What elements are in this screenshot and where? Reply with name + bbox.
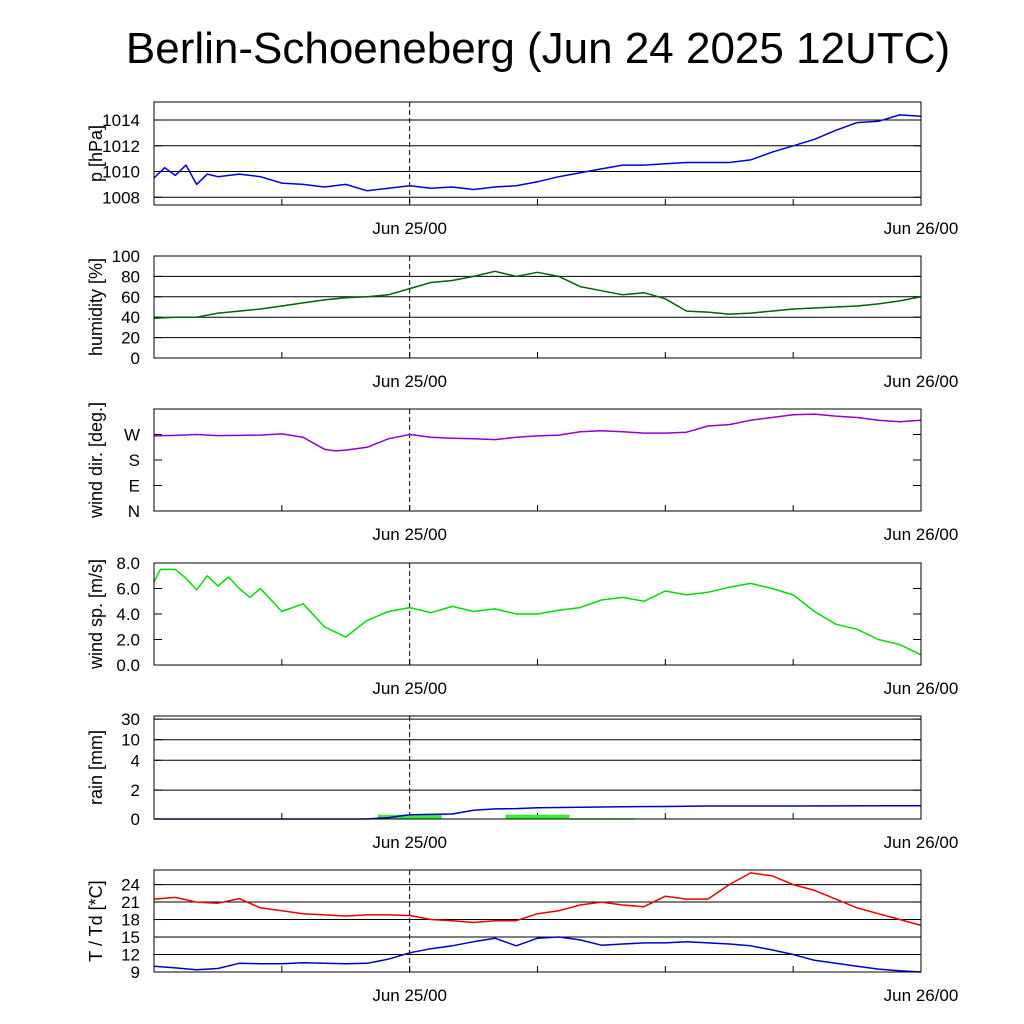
y-tick-label: 1014 (102, 111, 140, 130)
plot-frame (153, 562, 922, 666)
plot-frame (153, 869, 922, 973)
x-tick-label: Jun 25/00 (372, 372, 447, 391)
y-tick-label: 4 (131, 751, 140, 770)
plot-frame (153, 715, 922, 820)
plot-frame (153, 101, 922, 206)
x-tick-label: Jun 25/00 (372, 525, 447, 544)
x-tick-label: Jun 26/00 (884, 525, 959, 544)
y-tick-label: 10 (121, 731, 140, 750)
y-tick-label: 0 (131, 349, 140, 368)
x-tick-label: Jun 26/00 (884, 679, 959, 698)
y-tick-label: E (129, 477, 140, 496)
y-tick-label: 20 (121, 329, 140, 348)
x-tick-label: Jun 25/00 (372, 833, 447, 852)
y-tick-label: 1012 (102, 137, 140, 156)
y-axis-label: humidity [%] (86, 258, 106, 356)
y-tick-label: 12 (121, 946, 140, 965)
y-axis-label: wind dir. [deg.] (86, 402, 106, 519)
y-tick-label: 21 (121, 893, 140, 912)
y-tick-label: 2.0 (116, 631, 140, 650)
y-tick-label: 15 (121, 928, 140, 947)
rain-bar (377, 814, 442, 819)
series-line-accumulated (154, 804, 922, 820)
y-tick-label: 6.0 (116, 580, 140, 599)
x-tick-label: Jun 26/00 (884, 372, 959, 391)
y-tick-label: 9 (131, 963, 140, 982)
x-tick-label: Jun 26/00 (884, 833, 959, 852)
series-line-0 (153, 114, 922, 192)
panel-pressure: 1008 1010 1012 1014 Jun 25/00 Jun 26/00 p [hPa… (86, 101, 959, 238)
x-tick-label: Jun 26/00 (884, 219, 959, 238)
y-axis-label: rain [mm] (86, 730, 106, 805)
series-line-0 (153, 872, 922, 927)
y-tick-label: W (124, 426, 140, 445)
panel-wind-speed: 0.0 2.0 4.0 6.0 8.0 Jun 25/00 Jun 26/00 wind sp… (86, 554, 958, 698)
rain-bar (505, 814, 570, 819)
y-tick-label: 60 (121, 288, 140, 307)
plot-frame (153, 408, 922, 512)
series-line-0 (153, 568, 922, 656)
y-axis-label: p [hPa] (86, 125, 106, 182)
y-tick-label: 8.0 (116, 554, 140, 573)
x-tick-label: Jun 25/00 (372, 219, 447, 238)
series-line-1 (153, 936, 922, 973)
panel-rain: 0 2 410 30 Jun 25/00 Jun 26/00 rain [mm] (86, 710, 958, 852)
y-tick-label: 4.0 (116, 605, 140, 624)
y-tick-label: 0.0 (116, 656, 140, 675)
plot-frame (153, 255, 922, 359)
y-tick-label: 30 (121, 710, 140, 729)
y-tick-label: 18 (121, 911, 140, 930)
y-tick-label: 100 (112, 247, 140, 266)
y-tick-label: N (128, 502, 140, 521)
series-line-0 (153, 270, 922, 319)
x-tick-label: Jun 26/00 (884, 986, 959, 1005)
x-tick-label: Jun 25/00 (372, 986, 447, 1005)
series-line-0 (153, 413, 922, 452)
y-tick-label: 1008 (102, 188, 140, 207)
y-tick-label: 2 (131, 781, 140, 800)
x-tick-label: Jun 25/00 (372, 679, 447, 698)
y-tick-label: S (129, 451, 140, 470)
y-tick-label: 1010 (102, 163, 140, 182)
chart-title: Berlin-Schoeneberg (Jun 24 2025 12UTC) (125, 24, 951, 73)
y-axis-label: wind sp. [m/s] (86, 559, 106, 670)
y-tick-label: 24 (121, 876, 140, 895)
y-tick-label: 40 (121, 308, 140, 327)
y-tick-label: 80 (121, 267, 140, 286)
y-axis-label: T / Td [*C] (86, 880, 106, 961)
y-tick-label: 0 (131, 810, 140, 829)
